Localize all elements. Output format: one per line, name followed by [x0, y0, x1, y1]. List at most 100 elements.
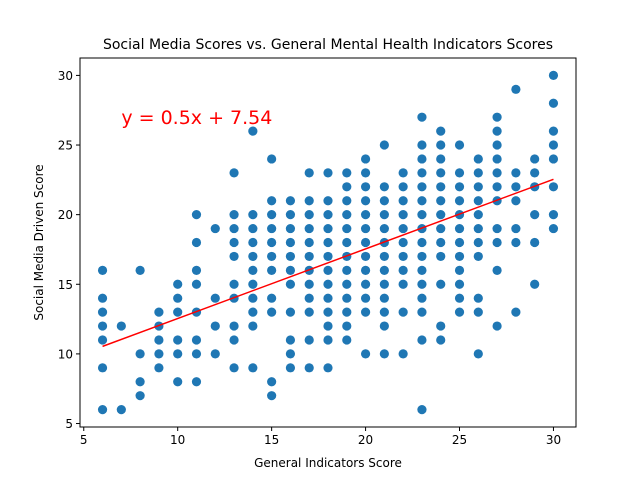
plot-frame	[79, 57, 577, 428]
data-point	[173, 279, 183, 289]
data-point	[116, 404, 126, 415]
data-point	[379, 265, 389, 275]
data-point	[304, 196, 314, 206]
data-point	[398, 251, 408, 262]
regression-equation: y = 0.5x + 7.54	[121, 107, 272, 129]
data-point	[417, 196, 427, 206]
data-point	[548, 98, 559, 108]
data-point	[473, 223, 483, 234]
data-point	[379, 307, 389, 317]
data-point	[473, 210, 483, 220]
data-point	[323, 196, 333, 206]
data-point	[417, 307, 427, 317]
data-point	[548, 126, 559, 136]
data-point	[210, 293, 220, 303]
data-point	[97, 404, 108, 415]
data-point	[492, 112, 502, 122]
data-point	[548, 210, 559, 220]
data-point	[267, 154, 277, 164]
data-point	[360, 154, 371, 164]
data-point	[492, 126, 502, 136]
data-point	[173, 377, 183, 387]
data-point	[436, 279, 446, 289]
data-point	[285, 335, 296, 345]
data-point	[97, 307, 108, 317]
data-point	[398, 168, 408, 178]
data-point	[267, 377, 277, 387]
data-point	[436, 196, 446, 206]
data-point	[135, 349, 145, 359]
y-axis-label: Social Media Driven Score	[32, 164, 46, 320]
data-point	[492, 140, 502, 150]
data-point	[267, 265, 277, 275]
data-point	[417, 265, 427, 275]
regression-line	[102, 178, 554, 348]
data-point	[511, 237, 521, 248]
data-point	[492, 223, 502, 234]
data-point	[304, 223, 314, 234]
data-point	[398, 349, 408, 359]
data-point	[267, 237, 277, 248]
data-point	[285, 223, 296, 234]
data-point	[342, 196, 352, 206]
data-point	[492, 321, 502, 331]
data-point	[511, 182, 521, 192]
data-point	[267, 307, 277, 317]
data-point	[360, 182, 371, 192]
data-point	[417, 404, 427, 415]
data-point	[229, 279, 239, 289]
data-point	[473, 349, 483, 359]
data-point	[398, 196, 408, 206]
regression-layer	[102, 178, 554, 348]
y-tick-label: 30	[58, 69, 73, 83]
data-point	[285, 251, 296, 262]
data-point	[342, 265, 352, 275]
data-point	[473, 251, 483, 262]
data-point	[323, 210, 333, 220]
data-point	[342, 321, 352, 331]
data-point	[417, 237, 427, 248]
data-point	[323, 168, 333, 178]
data-point	[379, 293, 389, 303]
data-point	[342, 279, 352, 289]
y-tick-label: 15	[58, 278, 73, 292]
data-point	[511, 223, 521, 234]
data-point	[323, 251, 333, 262]
data-point	[473, 168, 483, 178]
data-point	[398, 307, 408, 317]
data-point	[229, 210, 239, 220]
data-point	[492, 237, 502, 248]
data-point	[379, 223, 389, 234]
data-point	[417, 182, 427, 192]
data-point	[304, 251, 314, 262]
data-point	[342, 293, 352, 303]
data-point	[530, 168, 540, 178]
data-point	[97, 321, 108, 331]
data-point	[511, 168, 521, 178]
data-point	[398, 182, 408, 192]
data-point	[97, 265, 108, 275]
data-point	[473, 182, 483, 192]
points-layer	[97, 70, 559, 415]
data-point	[323, 307, 333, 317]
data-point	[511, 196, 521, 206]
data-point	[436, 223, 446, 234]
data-point	[267, 251, 277, 262]
data-point	[360, 279, 371, 289]
data-point	[248, 293, 258, 303]
data-point	[454, 251, 465, 262]
data-point	[342, 237, 352, 248]
data-point	[379, 251, 389, 262]
data-point	[210, 223, 220, 234]
data-point	[492, 182, 502, 192]
data-point	[135, 377, 145, 387]
data-point	[191, 279, 202, 289]
data-point	[360, 251, 371, 262]
data-point	[248, 265, 258, 275]
data-point	[285, 210, 296, 220]
data-point	[304, 363, 314, 373]
data-point	[417, 168, 427, 178]
data-point	[530, 154, 540, 164]
data-point	[398, 223, 408, 234]
